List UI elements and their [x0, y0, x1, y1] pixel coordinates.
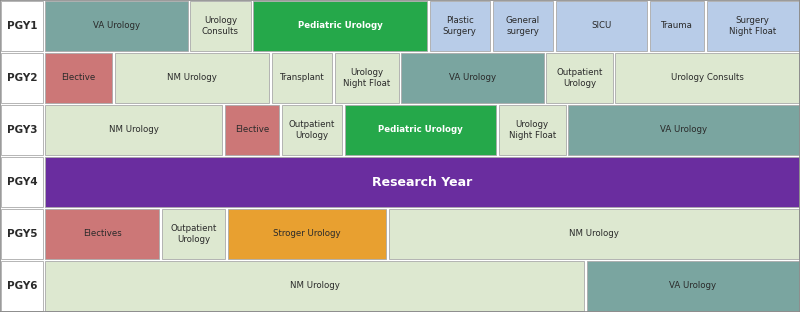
Bar [46, 157, 798, 207]
Bar [546, 53, 613, 103]
Text: VA Urology: VA Urology [670, 281, 717, 290]
Text: NM Urology: NM Urology [290, 281, 340, 290]
Bar [389, 209, 798, 259]
Text: PGY4: PGY4 [6, 177, 38, 187]
Text: Urology
Night Float: Urology Night Float [343, 68, 390, 88]
Text: VA Urology: VA Urology [93, 22, 140, 31]
Bar [46, 1, 187, 51]
Bar [2, 105, 42, 155]
Bar [402, 53, 543, 103]
Bar [46, 105, 222, 155]
Text: Pediatric Urology: Pediatric Urology [378, 125, 462, 134]
Text: Outpatient
Urology: Outpatient Urology [170, 224, 217, 244]
Bar [707, 1, 798, 51]
Text: Electives: Electives [83, 230, 122, 238]
Bar [2, 53, 42, 103]
Bar [568, 105, 798, 155]
Text: Elective: Elective [62, 74, 96, 82]
Text: Plastic
Surgery: Plastic Surgery [443, 16, 477, 36]
Bar [190, 1, 250, 51]
Bar [335, 53, 398, 103]
Bar [272, 53, 333, 103]
Bar [114, 53, 270, 103]
Text: Urology
Night Float: Urology Night Float [509, 120, 556, 140]
Bar [499, 105, 566, 155]
Bar [254, 1, 427, 51]
Bar [493, 1, 553, 51]
Text: Pediatric Urology: Pediatric Urology [298, 22, 382, 31]
Bar [587, 261, 798, 311]
Text: Urology Consults: Urology Consults [670, 74, 743, 82]
Text: PGY6: PGY6 [6, 281, 38, 291]
Text: Stroger Urology: Stroger Urology [274, 230, 341, 238]
Bar [430, 1, 490, 51]
Text: VA Urology: VA Urology [449, 74, 496, 82]
Bar [225, 105, 279, 155]
Text: SICU: SICU [591, 22, 612, 31]
Bar [46, 209, 159, 259]
Bar [2, 157, 42, 207]
Bar [46, 261, 585, 311]
Bar [162, 209, 226, 259]
Bar [615, 53, 798, 103]
Text: Trauma: Trauma [662, 22, 693, 31]
Text: PGY5: PGY5 [6, 229, 38, 239]
Text: General
surgery: General surgery [506, 16, 540, 36]
Text: PGY3: PGY3 [6, 125, 38, 135]
Text: Outpatient
Urology: Outpatient Urology [289, 120, 335, 140]
Bar [282, 105, 342, 155]
Bar [556, 1, 647, 51]
Text: Transplant: Transplant [280, 74, 325, 82]
Bar [2, 209, 42, 259]
Bar [228, 209, 386, 259]
Text: Elective: Elective [234, 125, 269, 134]
Bar [650, 1, 704, 51]
Text: Research Year: Research Year [372, 175, 472, 188]
Bar [2, 1, 42, 51]
Text: Outpatient
Urology: Outpatient Urology [556, 68, 602, 88]
Bar [345, 105, 496, 155]
Text: Surgery
Night Float: Surgery Night Float [729, 16, 776, 36]
Text: Urology
Consults: Urology Consults [202, 16, 239, 36]
Text: NM Urology: NM Urology [569, 230, 618, 238]
Text: VA Urology: VA Urology [660, 125, 707, 134]
Bar [46, 53, 112, 103]
Text: PGY1: PGY1 [6, 21, 38, 31]
Text: PGY2: PGY2 [6, 73, 38, 83]
Text: NM Urology: NM Urology [109, 125, 158, 134]
Text: NM Urology: NM Urology [167, 74, 217, 82]
Bar [2, 261, 42, 311]
